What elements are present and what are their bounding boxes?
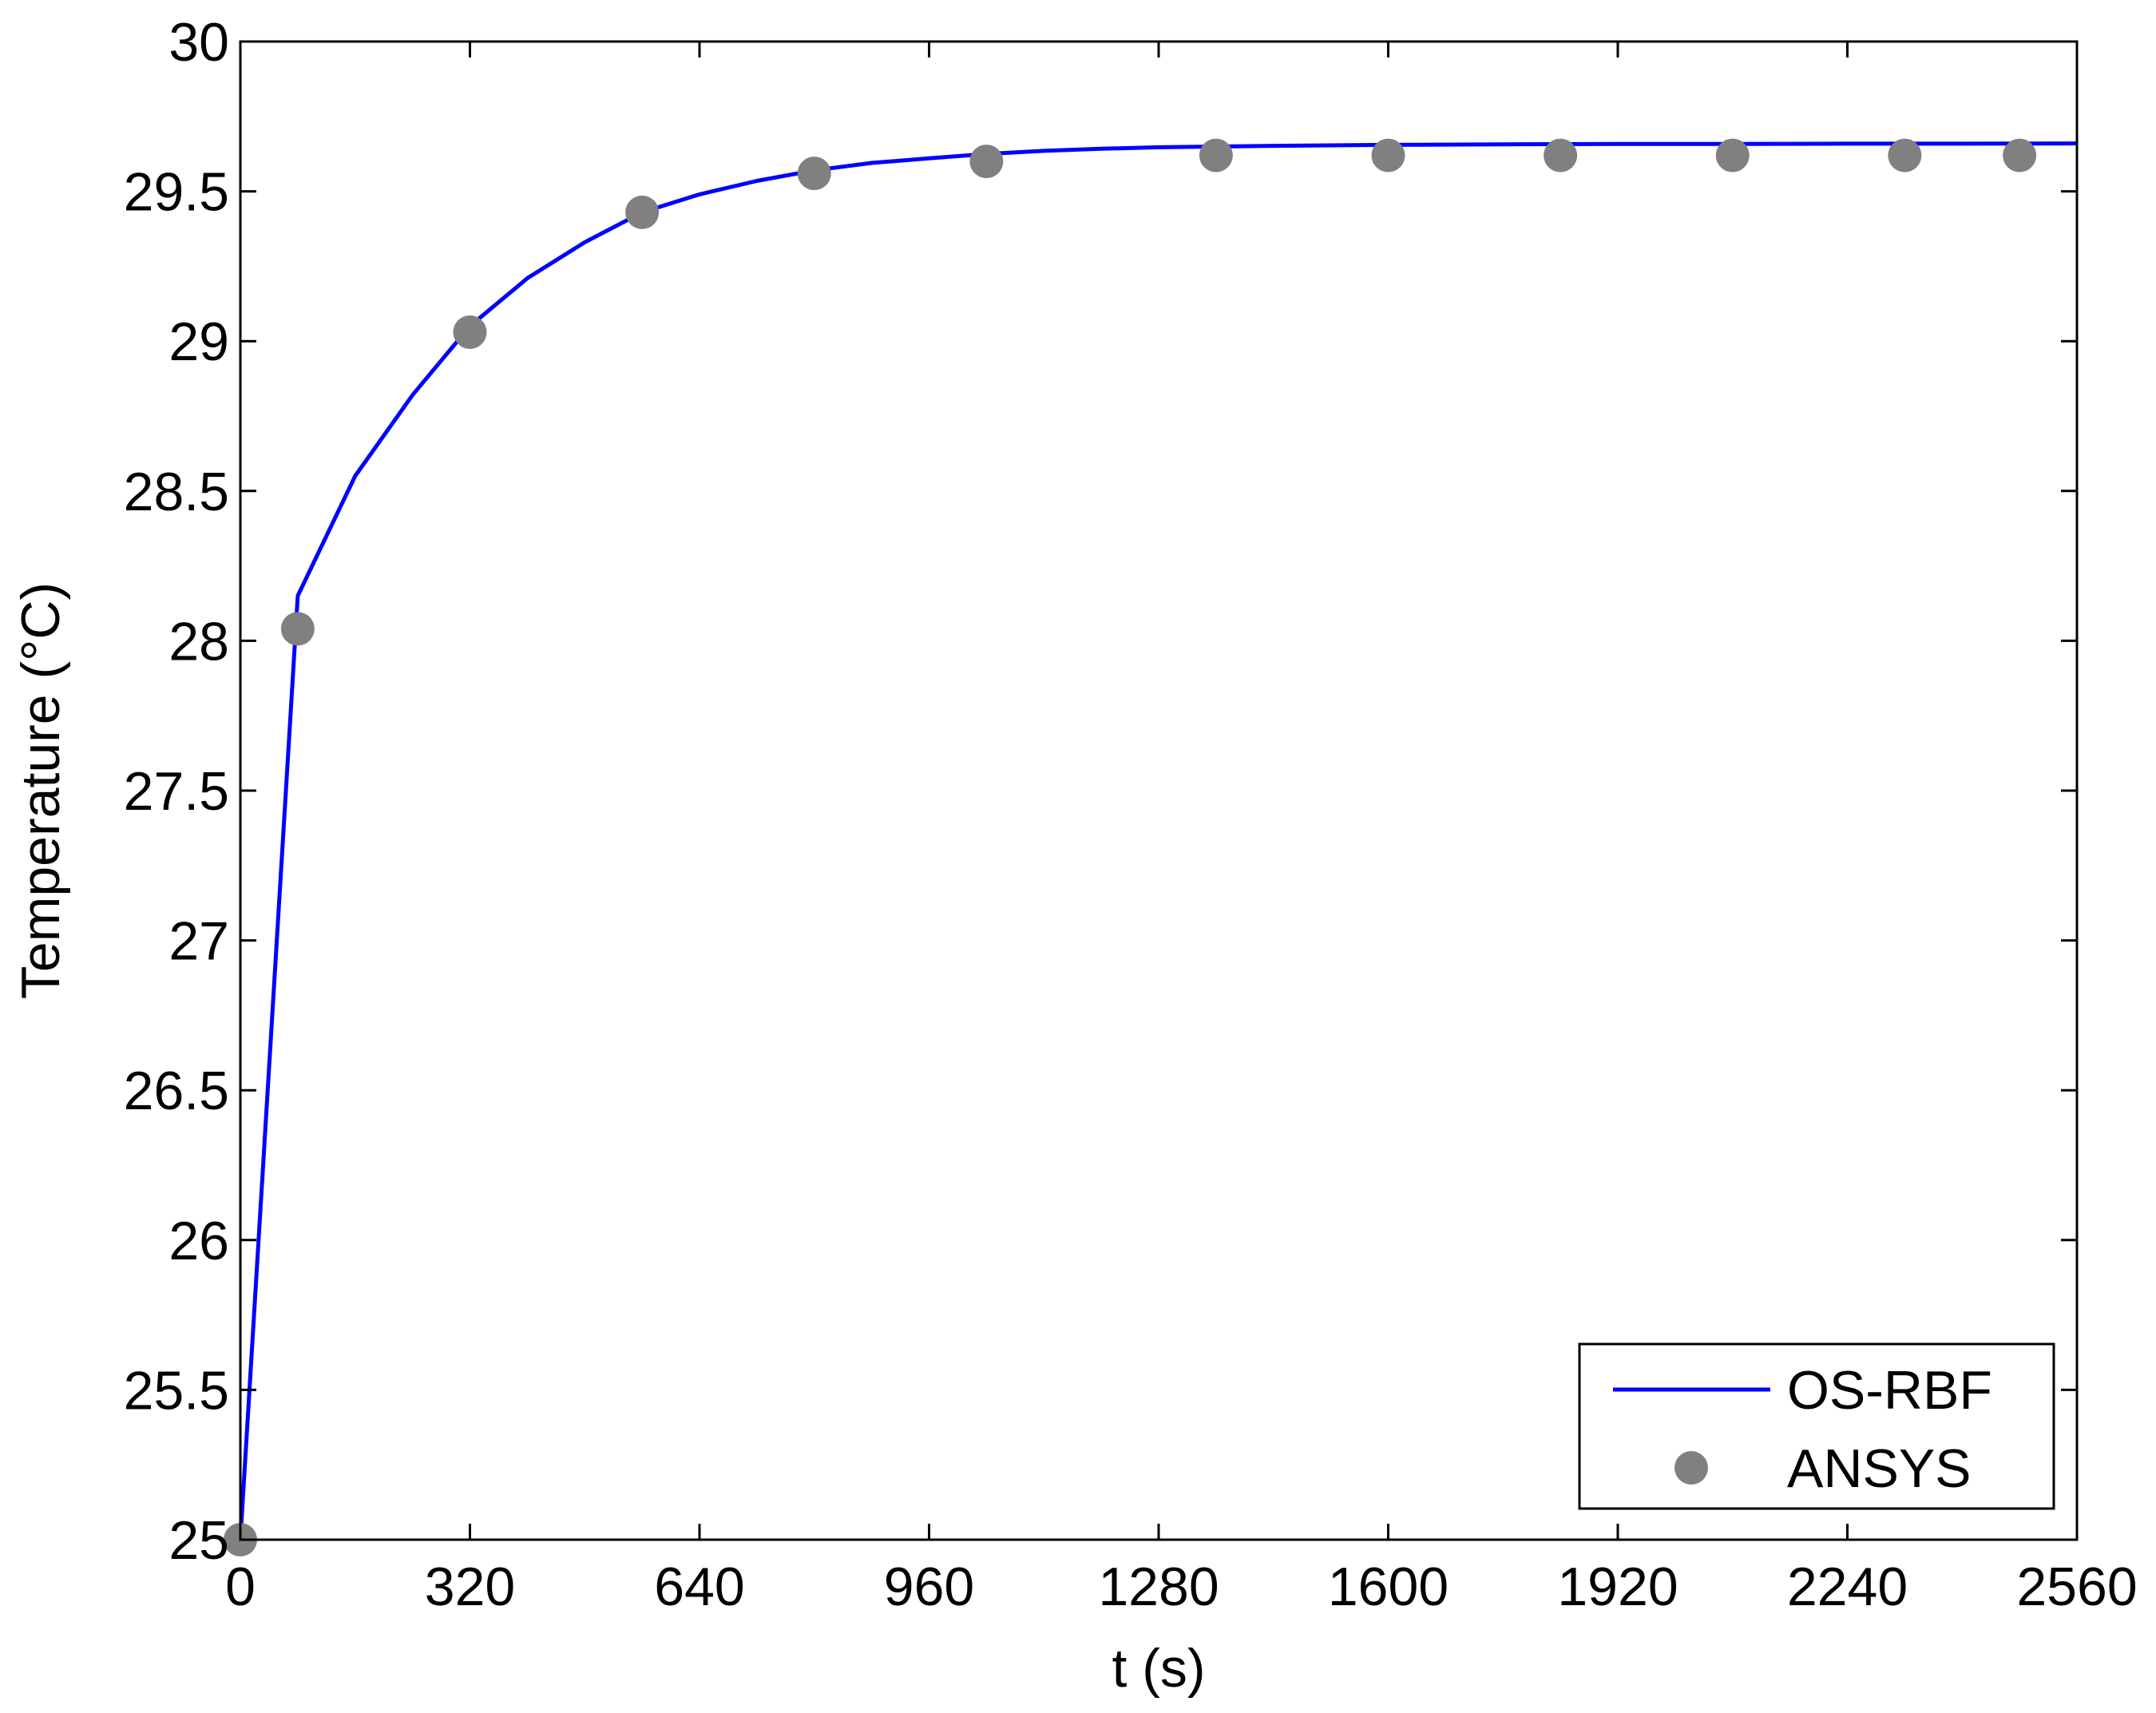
- data-point-ansys: [1544, 138, 1578, 172]
- x-tick-label: 0: [225, 1556, 256, 1617]
- y-tick-label: 30: [168, 12, 229, 73]
- y-tick-label: 29: [168, 311, 229, 372]
- legend-marker-ansys: [1674, 1451, 1708, 1485]
- y-tick-label: 27: [168, 911, 229, 972]
- x-tick-label: 640: [654, 1556, 744, 1617]
- x-tick-label: 2240: [1787, 1556, 1908, 1617]
- y-tick-label: 26: [168, 1211, 229, 1271]
- y-tick-label: 25: [168, 1510, 229, 1571]
- data-point-ansys: [453, 315, 487, 349]
- legend-label-os-rbf: OS-RBF: [1787, 1360, 1992, 1421]
- data-point-ansys: [1371, 138, 1405, 172]
- x-tick-label: 1600: [1328, 1556, 1449, 1617]
- data-point-ansys: [1199, 138, 1233, 172]
- x-axis-label: t (s): [1112, 1638, 1205, 1699]
- series-layer: [224, 138, 2078, 1556]
- x-tick-label: 2560: [2016, 1556, 2137, 1617]
- legend: OS-RBF ANSYS: [1578, 1342, 2055, 1510]
- y-tick-label: 25.5: [124, 1360, 229, 1421]
- legend-label-ansys: ANSYS: [1787, 1438, 1972, 1499]
- data-point-ansys: [797, 157, 831, 191]
- y-tick-label: 28.5: [124, 462, 229, 522]
- y-axis-label: Temperature (°C): [10, 582, 71, 999]
- data-point-ansys: [280, 612, 315, 646]
- y-tick-label: 27.5: [124, 761, 229, 822]
- y-tick-label: 29.5: [124, 162, 229, 223]
- y-tick-label: 28: [168, 611, 229, 672]
- legend-box: [1578, 1342, 2055, 1510]
- ticks-layer: 0 320 640 960 1280 1600 1920 2240 2560 25 25.5 26 26…: [124, 12, 2138, 1617]
- x-tick-label: 320: [425, 1556, 515, 1617]
- y-tick-label: 26.5: [124, 1061, 229, 1121]
- x-tick-label: 1280: [1098, 1556, 1219, 1617]
- x-tick-label: 1920: [1557, 1556, 1678, 1617]
- data-point-ansys: [1888, 138, 1922, 172]
- data-point-ansys: [969, 145, 1004, 179]
- data-point-ansys: [625, 195, 660, 229]
- data-point-ansys: [2003, 138, 2037, 172]
- x-tick-label: 960: [884, 1556, 974, 1617]
- data-point-ansys: [1715, 138, 1750, 172]
